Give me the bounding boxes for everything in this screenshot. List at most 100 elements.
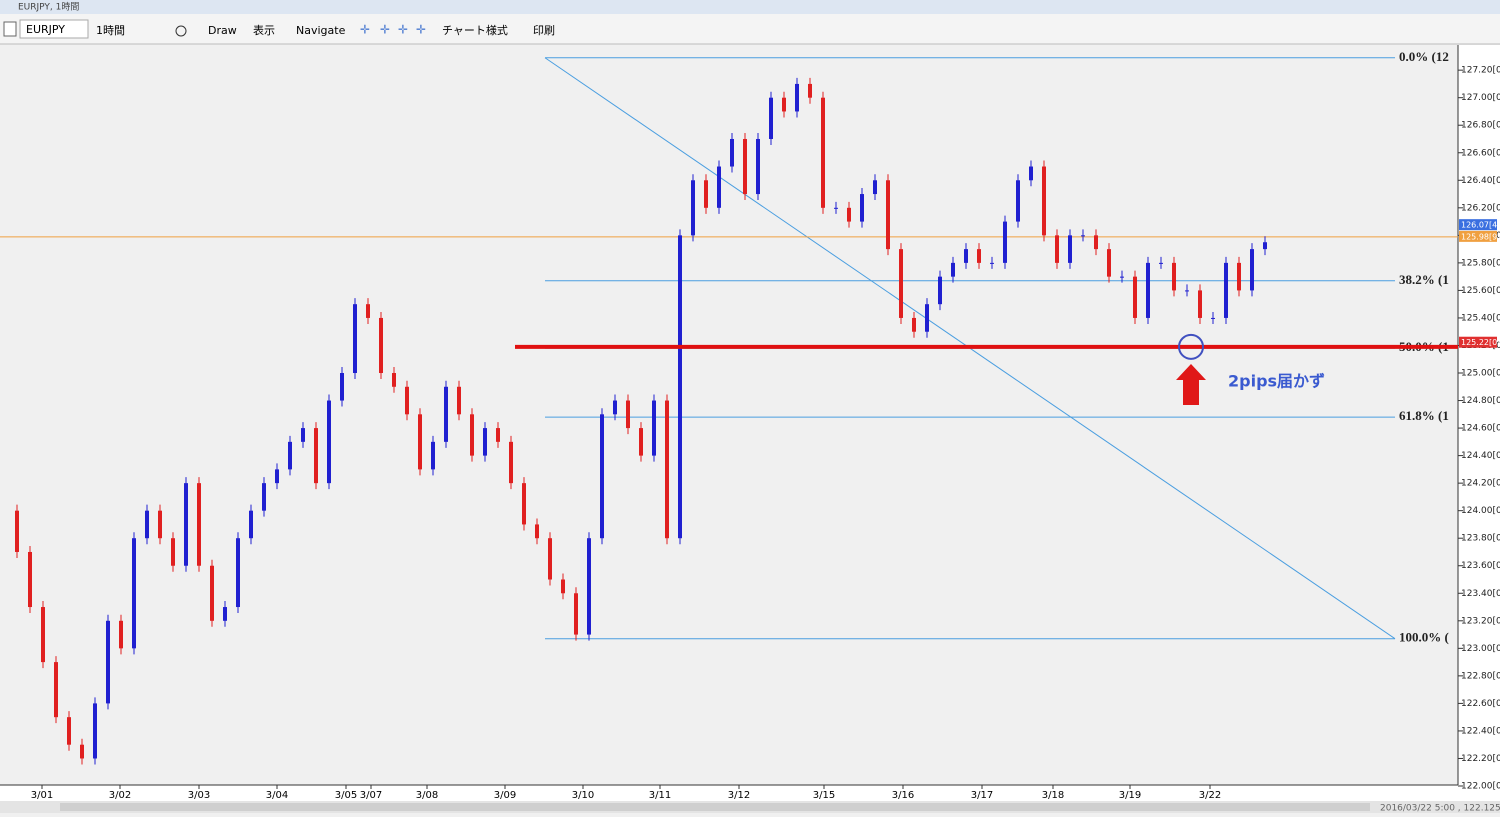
candle-body	[795, 83, 799, 112]
candle-body	[626, 400, 630, 429]
y-tick-label: 126.20[0]	[1461, 203, 1500, 213]
y-tick-label: 126.40[0]	[1461, 176, 1500, 186]
candle-body	[769, 97, 773, 139]
candle-body	[548, 538, 552, 580]
arrow	[1176, 364, 1206, 405]
price-tag	[1459, 230, 1497, 242]
toolbar-icon[interactable]: ✛	[360, 23, 370, 37]
y-tick-label: 125.60[0]	[1461, 286, 1500, 296]
candle-body	[1224, 262, 1228, 318]
candle-body	[678, 235, 682, 539]
candle-body	[1016, 180, 1020, 222]
price-tag	[1459, 219, 1497, 231]
y-tick-label: 122.00[0]	[1461, 782, 1500, 792]
price-tag-label: 125.98[9]	[1461, 232, 1500, 241]
fib-label: 38.2% (1	[1399, 272, 1449, 287]
candle-body	[418, 414, 422, 470]
candle-body	[834, 207, 838, 209]
candle-body	[353, 304, 357, 374]
candle-body	[496, 428, 500, 442]
candle-body	[340, 373, 344, 401]
plot-area	[0, 45, 1458, 785]
y-tick-label: 127.20[0]	[1461, 66, 1500, 76]
candle-body	[41, 607, 45, 663]
candle-body	[717, 166, 721, 208]
x-tick-label: 3/17	[971, 790, 993, 801]
candle-body	[665, 400, 669, 539]
candle-body	[15, 510, 19, 552]
candle-body	[1250, 249, 1254, 291]
candle-body	[54, 662, 58, 718]
highlight-circle	[1178, 333, 1204, 360]
y-tick-label: 124.20[0]	[1461, 479, 1500, 489]
candle-body	[1003, 221, 1007, 263]
toolbar-menu[interactable]: 印刷	[533, 24, 555, 37]
candle-body	[1185, 290, 1189, 292]
shape-tool[interactable]	[175, 25, 187, 37]
symbol[interactable]: EURJPY	[26, 23, 65, 36]
candle-body	[639, 428, 643, 456]
candle-body	[1042, 166, 1046, 236]
candle-body	[457, 386, 461, 415]
y-tick-label: 123.40[0]	[1461, 589, 1500, 599]
candle-body	[1198, 290, 1202, 318]
menu-icon[interactable]	[3, 21, 17, 37]
fib-label: 0.0% (12	[1399, 49, 1449, 64]
candle-body	[366, 304, 370, 318]
candle-body	[964, 249, 968, 263]
status: 2016/03/22 5:00 , 122.125	[1380, 804, 1500, 814]
candle-body	[509, 441, 513, 484]
price-tag	[1459, 336, 1497, 348]
toolbar-icon[interactable]: ✛	[416, 23, 426, 37]
candle-body	[704, 180, 708, 208]
candle-body	[80, 744, 84, 759]
toolbar-menu[interactable]: Navigate	[296, 24, 346, 37]
x-tick-label: 3/10	[572, 790, 594, 801]
y-tick-label: 124.40[0]	[1461, 451, 1500, 461]
x-tick-label: 3/19	[1119, 790, 1141, 801]
title-bar	[0, 0, 1500, 14]
candle-body	[444, 386, 448, 442]
candle-body	[301, 428, 305, 442]
candle-body	[808, 83, 812, 98]
timeframe[interactable]: 1時間	[96, 24, 125, 37]
x-tick-label: 3/15	[813, 790, 835, 801]
toolbar-icon[interactable]: ✛	[380, 23, 390, 37]
candle-body	[197, 483, 201, 566]
toolbar-menu[interactable]: チャート様式	[442, 23, 508, 37]
toolbar-items: Draw 表示 Navigate チャート様式 印刷 ✛ ✛ ✛ ✛	[208, 23, 555, 38]
candle-body	[210, 565, 214, 621]
x-tick-label: 3/11	[649, 790, 671, 801]
x-tick-label: 3/04	[266, 790, 288, 801]
candle-body	[899, 249, 903, 318]
toolbar-menu[interactable]: 表示	[253, 23, 275, 37]
x-tick-label: 3/03	[188, 790, 210, 801]
candle-body	[1107, 249, 1111, 277]
toolbar-icon[interactable]: ✛	[398, 23, 408, 37]
candle-body	[392, 373, 396, 387]
candle-body	[535, 524, 539, 539]
candle-body	[925, 304, 929, 332]
price-axis	[1458, 45, 1500, 785]
toolbar-menu[interactable]: Draw	[208, 24, 237, 37]
y-tick-label: 124.80[0]	[1461, 396, 1500, 406]
candle-body	[327, 400, 331, 484]
candle-body	[132, 538, 136, 649]
candle-body	[288, 441, 292, 470]
scroll-thumb[interactable]	[60, 803, 1370, 811]
chart-content: 122.00[0] 122.20[0] 122.40[0] 122.60[0] 122.…	[0, 49, 1500, 801]
candle-body	[730, 138, 734, 167]
candle-body	[600, 414, 604, 539]
candle-body	[1081, 235, 1085, 237]
fib-label: 100.0% (	[1399, 630, 1449, 645]
candle-body	[1094, 235, 1098, 250]
candle-body	[938, 276, 942, 305]
y-tick-label: 127.00[0]	[1461, 93, 1500, 103]
y-tick-label: 126.80[0]	[1461, 121, 1500, 131]
candle-body	[67, 717, 71, 745]
candle-body	[119, 620, 123, 649]
y-tick-label: 124.00[0]	[1461, 506, 1500, 516]
candle-body	[873, 180, 877, 195]
annotation: 2pips届かず	[1228, 372, 1325, 391]
symbol-box[interactable]	[19, 19, 89, 39]
